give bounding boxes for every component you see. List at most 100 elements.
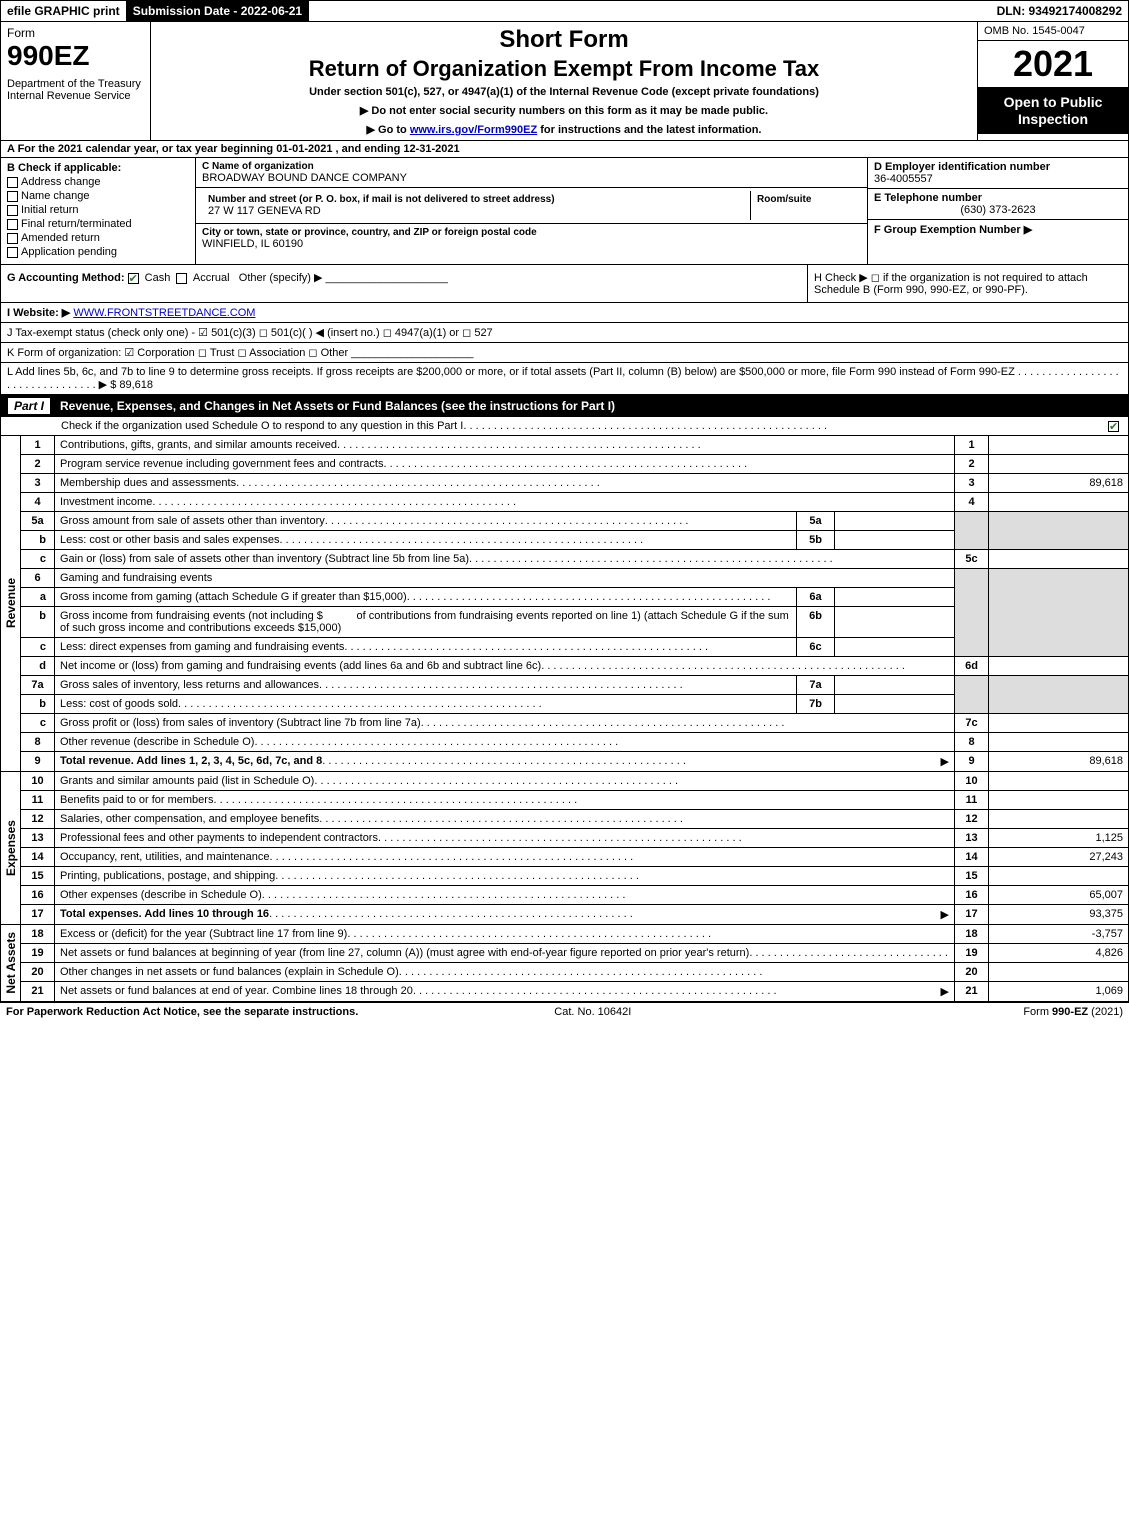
b-header: B Check if applicable: (7, 162, 189, 174)
netassets-table: 18Excess or (deficit) for the year (Subt… (20, 925, 1129, 1002)
line-k: K Form of organization: ☑ Corporation ◻ … (0, 343, 1129, 363)
line-8: 8Other revenue (describe in Schedule O)8 (21, 733, 1129, 752)
open-inspection-label: Open to Public Inspection (978, 88, 1128, 134)
line-20: 20Other changes in net assets or fund ba… (21, 963, 1129, 982)
chk-cash[interactable] (128, 273, 139, 284)
chk-amended-return[interactable]: Amended return (7, 232, 189, 244)
line-6d: dNet income or (loss) from gaming and fu… (21, 657, 1129, 676)
line-5c: cGain or (loss) from sale of assets othe… (21, 550, 1129, 569)
street-cell: Number and street (or P. O. box, if mail… (196, 188, 867, 224)
org-name-cell: C Name of organization BROADWAY BOUND DA… (196, 158, 867, 188)
checkbox-icon (7, 247, 18, 258)
page-footer: For Paperwork Reduction Act Notice, see … (0, 1002, 1129, 1021)
column-def: D Employer identification number 36-4005… (868, 158, 1128, 264)
part1-header: Part I Revenue, Expenses, and Changes in… (0, 395, 1129, 417)
line-18: 18Excess or (deficit) for the year (Subt… (21, 925, 1129, 944)
i-label: I Website: ▶ (7, 307, 70, 319)
column-b: B Check if applicable: Address change Na… (1, 158, 196, 264)
checkbox-icon (1108, 421, 1119, 432)
header-right: OMB No. 1545-0047 2021 Open to Public In… (978, 22, 1128, 140)
chk-label: Initial return (21, 204, 78, 216)
d-cell: D Employer identification number 36-4005… (868, 158, 1128, 189)
line-7a: 7aGross sales of inventory, less returns… (21, 676, 1129, 695)
checkbox-icon (7, 219, 18, 230)
d-label: D Employer identification number (874, 161, 1122, 173)
line-1: 1Contributions, gifts, grants, and simil… (21, 436, 1129, 455)
header-center: Short Form Return of Organization Exempt… (151, 22, 978, 140)
line-13: 13Professional fees and other payments t… (21, 829, 1129, 848)
efile-label: efile GRAPHIC print (1, 1, 127, 21)
checkbox-icon (7, 205, 18, 216)
revenue-side-label: Revenue (0, 436, 20, 772)
form-subtitle: Under section 501(c), 527, or 4947(a)(1)… (159, 86, 969, 98)
chk-address-change[interactable]: Address change (7, 176, 189, 188)
top-bar: efile GRAPHIC print Submission Date - 20… (0, 0, 1129, 22)
website-line: ▶ Go to www.irs.gov/Form990EZ for instru… (159, 123, 969, 136)
chk-label: Final return/terminated (21, 218, 132, 230)
cash-label: Cash (145, 272, 171, 284)
other-line: ____________________ (326, 272, 448, 284)
irs-link[interactable]: www.irs.gov/Form990EZ (410, 124, 537, 136)
e-cell: E Telephone number (630) 373-2623 (868, 189, 1128, 220)
chk-accrual[interactable] (176, 273, 187, 284)
submission-date: Submission Date - 2022-06-21 (127, 1, 309, 21)
chk-application-pending[interactable]: Application pending (7, 246, 189, 258)
dots (463, 420, 1108, 432)
form-word: Form (7, 26, 144, 40)
e-label: E Telephone number (874, 192, 1122, 204)
line-4: 4Investment income4 (21, 493, 1129, 512)
netassets-side-label: Net Assets (0, 925, 20, 1002)
line-19: 19Net assets or fund balances at beginni… (21, 944, 1129, 963)
header-left: Form 990EZ Department of the Treasury In… (1, 22, 151, 140)
line-7c: cGross profit or (loss) from sales of in… (21, 714, 1129, 733)
line-10: 10Grants and similar amounts paid (list … (21, 772, 1129, 791)
line-11: 11Benefits paid to or for members11 (21, 791, 1129, 810)
chk-final-return[interactable]: Final return/terminated (7, 218, 189, 230)
gh-row: G Accounting Method: Cash Accrual Other … (0, 265, 1129, 303)
arrow2-pre: ▶ Go to (367, 124, 410, 136)
website-link[interactable]: WWW.FRONTSTREETDANCE.COM (73, 307, 255, 319)
main-info-block: B Check if applicable: Address change Na… (0, 158, 1129, 265)
checkbox-icon (7, 177, 18, 188)
h-cell: H Check ▶ ◻ if the organization is not r… (808, 265, 1128, 302)
line-5a: 5aGross amount from sale of assets other… (21, 512, 1129, 531)
c-name-label: C Name of organization (202, 161, 861, 172)
revenue-section: Revenue 1Contributions, gifts, grants, a… (0, 436, 1129, 772)
sched-o-checkbox[interactable] (1108, 420, 1122, 432)
line-l: L Add lines 5b, 6c, and 7b to line 9 to … (0, 363, 1129, 395)
chk-label: Name change (21, 190, 90, 202)
street-label: Number and street (or P. O. box, if mail… (208, 194, 744, 205)
chk-initial-return[interactable]: Initial return (7, 204, 189, 216)
line-16: 16Other expenses (describe in Schedule O… (21, 886, 1129, 905)
checkbox-icon (7, 233, 18, 244)
footer-catno: Cat. No. 10642I (554, 1006, 631, 1018)
footer-left: For Paperwork Reduction Act Notice, see … (6, 1006, 358, 1018)
accrual-label: Accrual (193, 272, 230, 284)
org-name: BROADWAY BOUND DANCE COMPANY (202, 172, 861, 184)
chk-label: Address change (21, 176, 101, 188)
column-c: C Name of organization BROADWAY BOUND DA… (196, 158, 868, 264)
line-17: 17Total expenses. Add lines 10 through 1… (21, 905, 1129, 925)
expenses-side-label: Expenses (0, 772, 20, 925)
dln-label: DLN: 93492174008292 (991, 1, 1128, 21)
part1-title: Revenue, Expenses, and Changes in Net As… (60, 399, 615, 413)
revenue-table: 1Contributions, gifts, grants, and simil… (20, 436, 1129, 772)
dept-label: Department of the Treasury Internal Reve… (7, 78, 144, 102)
form-header: Form 990EZ Department of the Treasury In… (0, 22, 1129, 141)
room-label: Room/suite (757, 194, 855, 205)
chk-label: Amended return (21, 232, 100, 244)
chk-name-change[interactable]: Name change (7, 190, 189, 202)
line-21: 21Net assets or fund balances at end of … (21, 982, 1129, 1002)
line-i: I Website: ▶ WWW.FRONTSTREETDANCE.COM (0, 303, 1129, 323)
line-9: 9Total revenue. Add lines 1, 2, 3, 4, 5c… (21, 752, 1129, 772)
line-12: 12Salaries, other compensation, and empl… (21, 810, 1129, 829)
other-label: Other (specify) ▶ (239, 272, 323, 284)
l-text: L Add lines 5b, 6c, and 7b to line 9 to … (7, 366, 1119, 391)
l-value: 89,618 (119, 379, 153, 391)
short-form-label: Short Form (159, 26, 969, 54)
part1-label: Part I (8, 398, 50, 414)
line-2: 2Program service revenue including gover… (21, 455, 1129, 474)
line-15: 15Printing, publications, postage, and s… (21, 867, 1129, 886)
sched-o-text: Check if the organization used Schedule … (61, 420, 463, 432)
warning-line: ▶ Do not enter social security numbers o… (159, 104, 969, 117)
